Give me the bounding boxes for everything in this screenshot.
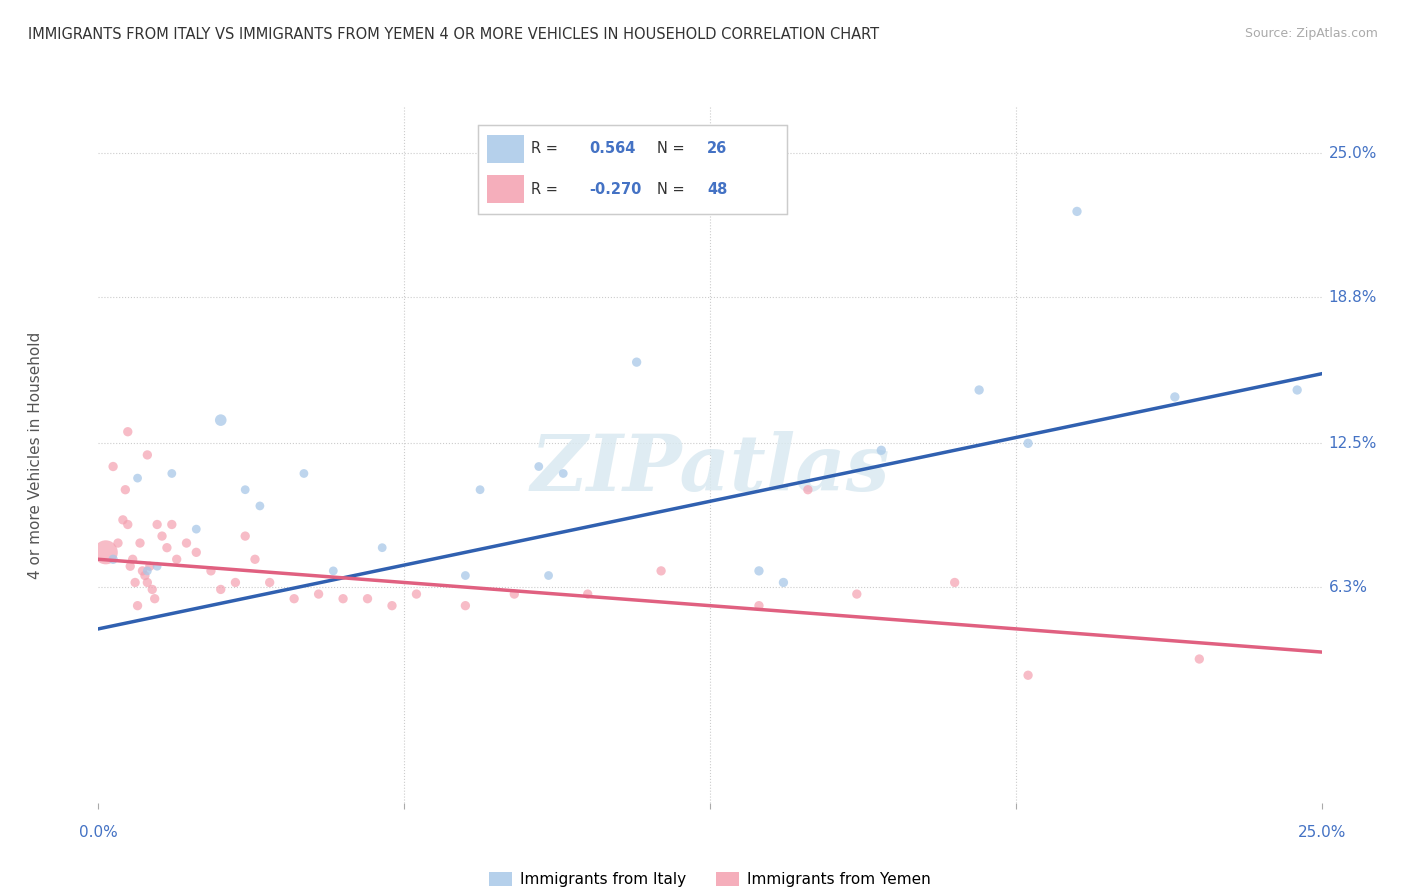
Point [209, 413, 232, 427]
Text: -0.270: -0.270 [589, 182, 641, 196]
Point [1017, 436, 1039, 450]
Point [748, 599, 770, 613]
Text: 6.3%: 6.3% [1329, 580, 1368, 595]
Point [553, 467, 575, 481]
Point [134, 568, 156, 582]
Point [1066, 204, 1088, 219]
Point [146, 517, 169, 532]
Point [124, 575, 146, 590]
Text: 25.0%: 25.0% [1329, 146, 1376, 161]
Point [772, 575, 794, 590]
Point [186, 522, 208, 536]
Point [136, 448, 159, 462]
Point [129, 536, 152, 550]
Point [127, 599, 149, 613]
Point [200, 564, 222, 578]
Point [139, 559, 162, 574]
Text: N =: N = [658, 182, 690, 196]
Text: Source: ZipAtlas.com: Source: ZipAtlas.com [1244, 27, 1378, 40]
Text: N =: N = [658, 142, 690, 156]
Text: ZIPatlas: ZIPatlas [530, 431, 890, 507]
Point [107, 536, 129, 550]
Text: 0.0%: 0.0% [79, 825, 118, 840]
Text: R =: R = [530, 142, 562, 156]
Point [870, 443, 893, 458]
Point [322, 564, 344, 578]
Point [626, 355, 648, 369]
Point [111, 513, 134, 527]
Point [114, 483, 136, 497]
Point [101, 459, 124, 474]
Point [308, 587, 330, 601]
Point [405, 587, 427, 601]
Point [146, 559, 169, 574]
Point [156, 541, 179, 555]
Point [233, 483, 256, 497]
Point [845, 587, 868, 601]
Text: 0.564: 0.564 [589, 142, 636, 156]
Point [136, 575, 159, 590]
Point [650, 564, 672, 578]
Point [117, 517, 139, 532]
Bar [488, 175, 524, 203]
Point [233, 529, 256, 543]
Point [454, 568, 477, 582]
Point [292, 467, 315, 481]
Point [160, 467, 183, 481]
Point [371, 541, 394, 555]
Point [356, 591, 378, 606]
Text: R =: R = [530, 182, 562, 196]
Point [136, 564, 159, 578]
Point [94, 545, 117, 559]
Text: 18.8%: 18.8% [1329, 290, 1376, 305]
Point [797, 483, 820, 497]
Text: IMMIGRANTS FROM ITALY VS IMMIGRANTS FROM YEMEN 4 OR MORE VEHICLES IN HOUSEHOLD C: IMMIGRANTS FROM ITALY VS IMMIGRANTS FROM… [28, 27, 879, 42]
Point [143, 591, 166, 606]
Point [209, 582, 232, 597]
Point [1164, 390, 1187, 404]
Point [166, 552, 188, 566]
Legend: Immigrants from Italy, Immigrants from Yemen: Immigrants from Italy, Immigrants from Y… [484, 866, 936, 892]
Point [120, 559, 142, 574]
Point [121, 552, 143, 566]
Bar [488, 135, 524, 163]
Point [176, 536, 198, 550]
Text: 25.0%: 25.0% [1298, 825, 1346, 840]
Point [537, 568, 560, 582]
Point [224, 575, 246, 590]
Point [141, 582, 163, 597]
Point [160, 517, 183, 532]
Point [101, 552, 124, 566]
Point [1188, 652, 1211, 666]
Point [283, 591, 305, 606]
Point [468, 483, 491, 497]
Point [943, 575, 966, 590]
Point [117, 425, 139, 439]
Text: 4 or more Vehicles in Household: 4 or more Vehicles in Household [28, 331, 42, 579]
Text: 26: 26 [707, 142, 727, 156]
Text: 48: 48 [707, 182, 727, 196]
Point [150, 529, 173, 543]
Point [503, 587, 526, 601]
Point [332, 591, 354, 606]
Point [249, 499, 271, 513]
Point [748, 564, 770, 578]
Point [1017, 668, 1039, 682]
Text: 12.5%: 12.5% [1329, 436, 1376, 450]
Point [967, 383, 990, 397]
Point [381, 599, 404, 613]
Point [1286, 383, 1309, 397]
Point [127, 471, 149, 485]
Point [131, 564, 153, 578]
Point [576, 587, 599, 601]
Point [527, 459, 550, 474]
Point [454, 599, 477, 613]
Point [186, 545, 208, 559]
Point [243, 552, 266, 566]
Point [259, 575, 281, 590]
